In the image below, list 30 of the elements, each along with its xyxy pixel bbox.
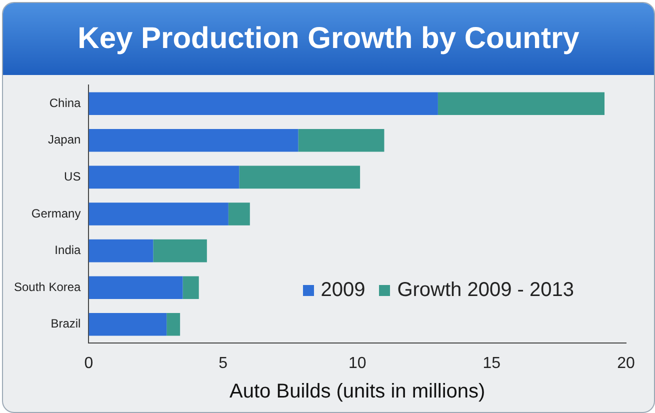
bar [153, 239, 207, 262]
x-tick-label: 5 [218, 354, 228, 372]
legend-label: Growth 2009 - 2013 [396, 279, 574, 302]
bar [88, 202, 228, 226]
bar [438, 92, 605, 116]
y-tick-label: South Korea [14, 280, 82, 294]
y-tick-label: Japan [48, 132, 81, 147]
bar [298, 128, 384, 152]
x-axis-title: Auto Builds (units in millions) [230, 380, 486, 403]
bar [239, 166, 360, 189]
bar [88, 312, 167, 336]
bar [228, 202, 250, 226]
bar [182, 276, 199, 300]
x-tick-label: 15 [482, 354, 501, 372]
y-tick-label: India [54, 243, 82, 258]
y-tick-label: Brazil [50, 316, 81, 331]
y-tick-label: China [49, 96, 82, 110]
y-tick-label: US [64, 170, 81, 184]
x-tick-label: 10 [348, 354, 366, 372]
x-tick-label: 20 [617, 354, 635, 372]
chart-title: Key Production Growth by Country [3, 3, 654, 75]
y-tick-label: Germany [31, 206, 81, 220]
bar [88, 92, 438, 116]
legend-label: 2009 [320, 279, 366, 302]
bar [88, 276, 183, 300]
x-tick-label: 0 [84, 354, 94, 372]
bar [88, 239, 154, 262]
bar [88, 166, 240, 189]
bar [166, 312, 180, 336]
bar [88, 128, 298, 152]
